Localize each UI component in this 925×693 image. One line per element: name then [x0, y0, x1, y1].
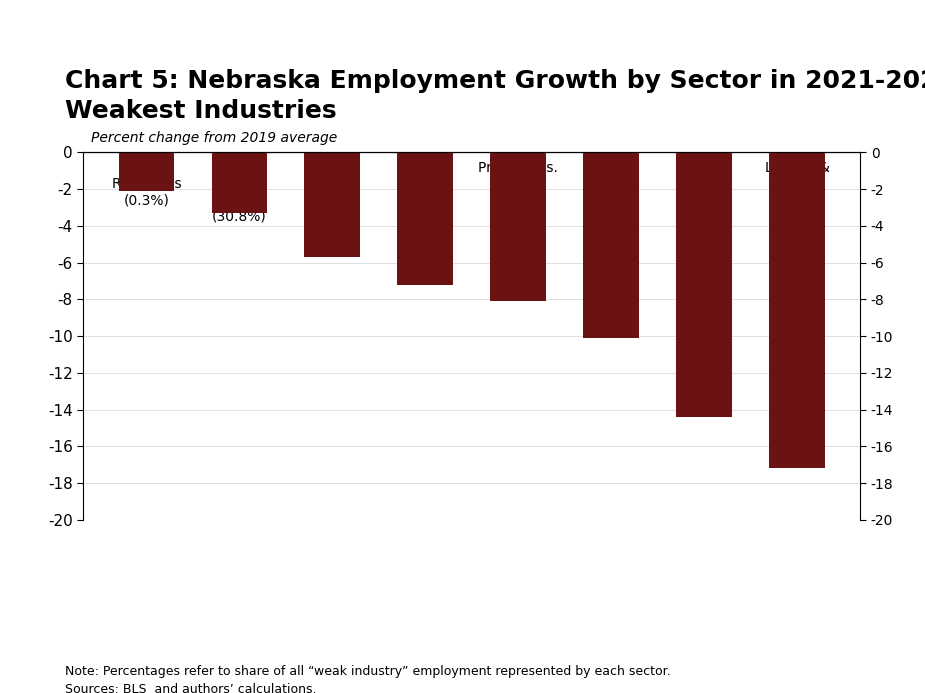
- Bar: [676, 152, 732, 417]
- Bar: [304, 152, 360, 257]
- Text: Chart 5: Nebraska Employment Growth by Sector in 2021-2022,
Weakest Industries: Chart 5: Nebraska Employment Growth by S…: [65, 69, 925, 123]
- Bar: [490, 152, 546, 301]
- Text: Note: Percentages refer to share of all “weak industry” employment represented b: Note: Percentages refer to share of all …: [65, 665, 671, 693]
- Bar: [770, 152, 825, 468]
- Bar: [212, 152, 267, 213]
- Bar: [398, 152, 453, 285]
- Bar: [584, 152, 639, 338]
- Bar: [118, 152, 174, 191]
- Text: Percent change from 2019 average: Percent change from 2019 average: [91, 131, 338, 145]
